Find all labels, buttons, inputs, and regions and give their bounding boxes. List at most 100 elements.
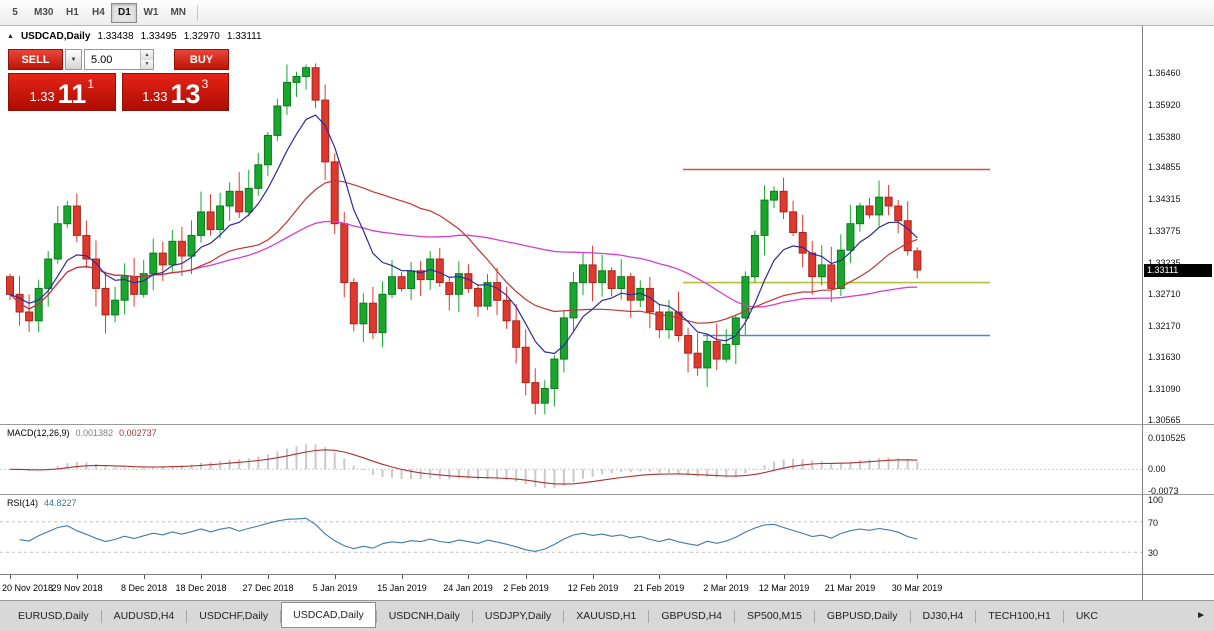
moving-average-lines bbox=[9, 114, 918, 355]
tab-tech100-h1[interactable]: TECH100,H1 bbox=[988, 610, 1051, 622]
price-axis-label: 1.32710 bbox=[1148, 289, 1181, 299]
macd-signal-line bbox=[9, 449, 918, 485]
time-tick bbox=[201, 575, 202, 579]
timeframe-button-m30[interactable]: M30 bbox=[34, 7, 54, 18]
ohlc-high: 1.33495 bbox=[140, 31, 177, 42]
date-label: 5 Jan 2019 bbox=[312, 583, 358, 593]
price-chart-panel[interactable]: ▲ USDCAD,Daily 1.33438 1.33495 1.32970 1… bbox=[0, 26, 1214, 425]
time-scale[interactable]: 20 Nov 2018 29 Nov 2018 8 Dec 2018 18 Dec 2… bbox=[0, 574, 1214, 600]
macd-main-value: 0.001382 bbox=[75, 428, 114, 438]
timeframe-button-h1[interactable]: H1 bbox=[66, 7, 79, 18]
current-price-tag: 1.33111 bbox=[1144, 264, 1212, 277]
tab-dj30-h4[interactable]: DJ30,H4 bbox=[922, 610, 964, 622]
tab-separator bbox=[909, 609, 911, 623]
price-axis-label: 1.30565 bbox=[1148, 415, 1181, 425]
buy-button[interactable]: BUY bbox=[174, 49, 229, 70]
time-tick bbox=[593, 575, 594, 579]
date-label: 21 Feb 2019 bbox=[633, 583, 685, 593]
price-chart-canvas[interactable] bbox=[0, 26, 1142, 423]
tab-scroll-right-button[interactable]: ► bbox=[1193, 610, 1209, 621]
tab-separator bbox=[375, 609, 377, 623]
time-tick bbox=[917, 575, 918, 579]
rsi-name: RSI(14) bbox=[7, 498, 39, 508]
time-tick bbox=[144, 575, 145, 579]
tab-sp500-m15[interactable]: SP500,M15 bbox=[747, 610, 802, 622]
time-tick bbox=[468, 575, 469, 579]
tab-xauusd-h1[interactable]: XAUUSD,H1 bbox=[576, 610, 637, 622]
timeframe-button-w1[interactable]: W1 bbox=[143, 7, 159, 18]
rsi-label: RSI(14) 44.8227 bbox=[7, 498, 77, 508]
date-label: 2 Feb 2019 bbox=[503, 583, 549, 593]
time-tick bbox=[526, 575, 527, 579]
expand-icon: ▲ bbox=[7, 33, 14, 40]
rsi-value: 44.8227 bbox=[44, 498, 77, 508]
candles bbox=[6, 63, 922, 415]
chart-symbol-label: USDCAD,Daily bbox=[20, 31, 91, 42]
macd-scale: 0.010525 0.00 -0.0073 bbox=[1142, 425, 1214, 496]
timeframe-button-mn[interactable]: MN bbox=[170, 7, 187, 18]
rsi-axis-label: 30 bbox=[1148, 548, 1159, 558]
tab-audusd-h4[interactable]: AUDUSD,H4 bbox=[113, 610, 175, 622]
sell-button[interactable]: SELL bbox=[8, 49, 63, 70]
tab-separator bbox=[734, 609, 736, 623]
timeframe-button-5[interactable]: 5 bbox=[12, 7, 18, 18]
sell-price-pips: 11 bbox=[57, 79, 87, 110]
chart-title: ▲ USDCAD,Daily 1.33438 1.33495 1.32970 1… bbox=[7, 31, 262, 42]
tab-gbpusd-h4[interactable]: GBPUSD,H4 bbox=[661, 610, 723, 622]
one-click-trading-widget: SELL ▼ 5.00 ▲ ▼ BUY 1.33 11 bbox=[8, 49, 229, 111]
price-axis-label: 1.33775 bbox=[1148, 226, 1181, 236]
tab-usdcad-daily[interactable]: USDCAD,Daily bbox=[281, 602, 376, 628]
timeframe-button-h4[interactable]: H4 bbox=[92, 7, 105, 18]
tab-usdchf-daily[interactable]: USDCHF,Daily bbox=[199, 610, 269, 622]
tab-separator bbox=[1062, 609, 1064, 623]
date-label: 27 Dec 2018 bbox=[242, 583, 294, 593]
timeframe-button-d1[interactable]: D1 bbox=[111, 2, 138, 23]
rsi-line bbox=[19, 517, 918, 552]
price-axis-label: 1.35920 bbox=[1148, 100, 1181, 110]
tab-separator bbox=[100, 609, 102, 623]
rsi-axis-label: 70 bbox=[1148, 518, 1159, 528]
ohlc-low: 1.32970 bbox=[183, 31, 220, 42]
time-tick bbox=[335, 575, 336, 579]
tab-separator bbox=[471, 609, 473, 623]
tab-separator bbox=[813, 609, 815, 623]
tab-separator bbox=[280, 609, 282, 623]
macd-histogram bbox=[9, 444, 919, 489]
time-tick bbox=[784, 575, 785, 579]
tab-separator bbox=[975, 609, 977, 623]
buy-price-prefix: 1.33 bbox=[142, 89, 168, 104]
horizontal-lines bbox=[683, 168, 990, 337]
tab-ukc[interactable]: UKC bbox=[1075, 610, 1098, 622]
date-label: 15 Jan 2019 bbox=[377, 583, 427, 593]
time-tick bbox=[77, 575, 78, 579]
chevron-down-icon: ▼ bbox=[70, 56, 77, 63]
rsi-axis-label: 100 bbox=[1148, 495, 1164, 505]
price-axis-label: 1.36460 bbox=[1148, 68, 1181, 78]
time-tick bbox=[850, 575, 851, 579]
tab-usdjpy-daily[interactable]: USDJPY,Daily bbox=[484, 610, 552, 622]
time-scale-corner bbox=[1142, 575, 1214, 600]
date-label: 8 Dec 2018 bbox=[120, 583, 168, 593]
buy-price-box[interactable]: 1.33 13 3 bbox=[121, 73, 229, 111]
macd-axis-label: -0.0073 bbox=[1148, 486, 1179, 496]
price-axis-label: 1.31090 bbox=[1148, 384, 1181, 394]
tab-usdcnh-daily[interactable]: USDCNH,Daily bbox=[388, 610, 460, 622]
chart-tab-bar: EURUSD,Daily AUDUSD,H4 USDCHF,Daily USDCAD,… bbox=[0, 600, 1214, 631]
lot-decrease-button[interactable]: ▼ bbox=[141, 59, 153, 69]
lot-size-input[interactable]: 5.00 bbox=[91, 53, 113, 66]
macd-canvas bbox=[0, 444, 1142, 489]
macd-axis-label: 0.00 bbox=[1148, 464, 1166, 474]
lot-dropdown-button[interactable]: ▼ bbox=[65, 49, 82, 70]
tab-gbpusd-daily[interactable]: GBPUSD,Daily bbox=[826, 610, 898, 622]
price-scale[interactable]: 1.36460 1.35920 1.35380 1.34855 1.34315 1.337… bbox=[1142, 26, 1214, 425]
date-label: 29 Nov 2018 bbox=[51, 583, 103, 593]
tab-eurusd-daily[interactable]: EURUSD,Daily bbox=[18, 610, 89, 622]
rsi-panel[interactable]: RSI(14) 44.8227 100 70 30 bbox=[0, 494, 1214, 574]
lot-increase-button[interactable]: ▲ bbox=[141, 50, 153, 60]
macd-panel[interactable]: MACD(12,26,9) 0.001382 0.002737 0.010525… bbox=[0, 424, 1214, 496]
date-label: 30 Mar 2019 bbox=[891, 583, 943, 593]
price-axis-label: 1.34315 bbox=[1148, 194, 1181, 204]
sell-price-box[interactable]: 1.33 11 1 bbox=[8, 73, 116, 111]
date-label: 2 Mar 2019 bbox=[703, 583, 749, 593]
